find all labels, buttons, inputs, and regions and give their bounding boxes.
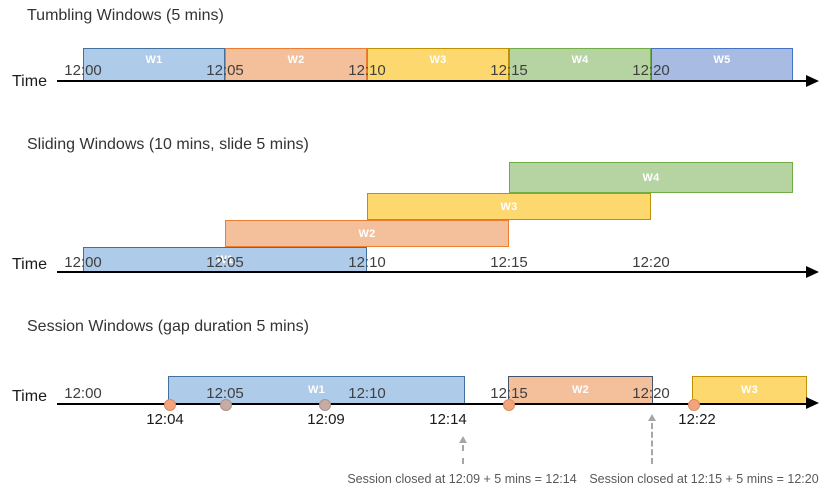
- tumbling-axis-arrow-icon: [806, 75, 819, 87]
- session-close-up-arrow-icon: [648, 414, 656, 464]
- sliding-time-axis: [57, 271, 806, 273]
- tick-label: 12:10: [348, 254, 386, 271]
- arrow-shaft: [462, 445, 464, 464]
- session-window-bar: W3: [692, 376, 807, 404]
- arrowhead: [648, 414, 656, 421]
- tick-label: 12:05: [206, 62, 244, 79]
- event-time-label: 12:04: [146, 411, 184, 428]
- event-dot: [503, 399, 515, 411]
- tick-label: 12:15: [490, 62, 528, 79]
- tick-label: 12:05: [206, 385, 244, 402]
- tumbling-window-bar: W4: [509, 48, 651, 82]
- tick-label: 12:20: [632, 385, 670, 402]
- window-label: W3: [740, 384, 759, 396]
- window-label: W4: [571, 54, 589, 66]
- tumbling-window-bar: W3: [367, 48, 509, 82]
- window-label: W2: [358, 227, 376, 240]
- tick-label: 12:20: [632, 254, 670, 271]
- event-time-label: 12:22: [678, 411, 716, 428]
- sliding-axis-arrow-icon: [806, 266, 819, 278]
- arrowhead: [459, 436, 467, 443]
- window-label: W1: [307, 384, 326, 396]
- event-dot: [220, 399, 232, 411]
- tumbling-window-bar: W5: [651, 48, 793, 82]
- tick-label: 12:00: [64, 62, 102, 79]
- session-close-annotation: Session closed at 12:09 + 5 mins = 12:14: [347, 472, 577, 486]
- tick-label: 12:15: [490, 385, 528, 402]
- sliding-window-bar: W2: [225, 220, 509, 247]
- sliding-window-bar: W1: [83, 247, 367, 273]
- tick-label: 12:00: [64, 385, 102, 402]
- tick-label: 12:10: [348, 385, 386, 402]
- tick-label: 12:05: [206, 254, 244, 271]
- window-label: W2: [571, 384, 590, 396]
- session-close-up-arrow-icon: [459, 436, 467, 464]
- window-label: W3: [500, 200, 518, 213]
- tick-label: 12:00: [64, 254, 102, 271]
- sliding-window-bar: W3: [367, 193, 651, 220]
- tumbling-axis-label: Time: [12, 73, 47, 90]
- event-dot: [164, 399, 176, 411]
- window-label: W4: [642, 171, 660, 184]
- session-section-title: Session Windows (gap duration 5 mins): [27, 318, 309, 335]
- session-axis-label: Time: [12, 388, 47, 405]
- session-close-annotation: Session closed at 12:15 + 5 mins = 12:20: [589, 472, 819, 486]
- arrow-shaft: [651, 423, 653, 464]
- sliding-axis-label: Time: [12, 256, 47, 273]
- window-label: W5: [713, 54, 731, 66]
- window-label: W1: [145, 54, 163, 66]
- window-label: W3: [429, 54, 447, 66]
- event-time-label: 12:09: [307, 411, 345, 428]
- window-label: W1: [216, 254, 234, 266]
- session-axis-arrow-icon: [806, 397, 819, 409]
- event-dot: [319, 399, 331, 411]
- tumbling-section-title: Tumbling Windows (5 mins): [27, 7, 224, 24]
- sliding-section-title: Sliding Windows (10 mins, slide 5 mins): [27, 136, 309, 153]
- tick-label: 12:15: [490, 254, 528, 271]
- session-time-axis: [57, 403, 806, 405]
- event-dot: [688, 399, 700, 411]
- tumbling-window-bar: W2: [225, 48, 367, 82]
- tick-label: 12:10: [348, 62, 386, 79]
- tick-label: 12:20: [632, 62, 670, 79]
- sliding-window-bar: W4: [509, 162, 793, 193]
- tumbling-time-axis: [57, 80, 806, 82]
- event-time-label: 12:14: [429, 411, 467, 428]
- window-label: W2: [287, 54, 305, 66]
- tumbling-window-bar: W1: [83, 48, 225, 82]
